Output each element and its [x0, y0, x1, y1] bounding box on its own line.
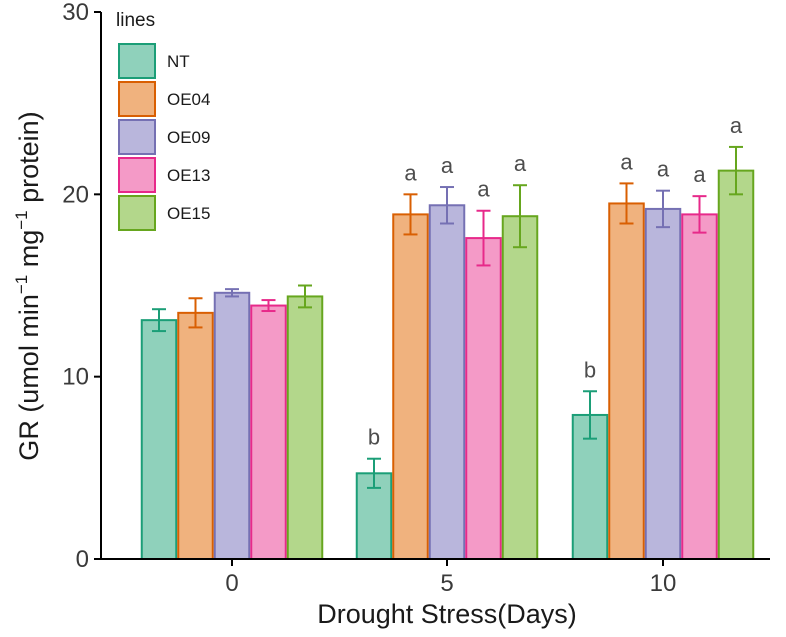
y-axis-title-mid: mg: [14, 230, 44, 275]
bar-OE09-10: [644, 207, 682, 560]
bar-OE13-5: [465, 237, 502, 561]
x-tick-label-5: 5: [440, 570, 453, 597]
y-axis-title-end: protein): [14, 111, 44, 210]
legend-label-NT: NT: [167, 52, 190, 71]
bar-OE13-10: [681, 213, 718, 560]
significance-label-OE13-5: a: [477, 177, 490, 202]
y-axis-title-main: GR (umol min: [14, 294, 44, 461]
significance-label-OE04-5: a: [404, 160, 417, 185]
legend-label-OE15: OE15: [167, 204, 210, 223]
legend-label-OE04: OE04: [167, 90, 210, 109]
legend-title: lines: [116, 10, 155, 31]
y-axis-title: GR (umol min−1 mg−1 protein): [12, 111, 44, 460]
x-tick-label-10: 10: [650, 570, 677, 597]
legend-swatch-OE09: [118, 119, 156, 155]
bar-OE04-10: [608, 202, 645, 560]
y-tick-label-10: 10: [62, 364, 89, 391]
x-tick-label-0: 0: [225, 570, 238, 597]
significance-label-OE15-10: a: [730, 113, 743, 138]
significance-label-OE04-10: a: [620, 149, 633, 174]
legend-label-OE13: OE13: [167, 166, 210, 185]
legend: lines NT OE04 OE09 OE13 OE15: [116, 10, 210, 231]
y-tick-label-20: 20: [62, 181, 89, 208]
bar-OE15-0: [286, 295, 324, 560]
legend-swatch-OE04: [118, 81, 156, 117]
y-tick-label-0: 0: [76, 546, 89, 573]
bar-OE04-0: [177, 311, 214, 560]
y-tick-label-30: 30: [62, 0, 89, 26]
legend-swatch-OE13: [118, 157, 156, 193]
significance-label-NT-5: b: [368, 425, 380, 450]
y-axis-title-sup1: −1: [12, 275, 31, 294]
legend-swatch-OE15: [118, 195, 156, 231]
bar-NT-0: [140, 319, 178, 561]
significance-label-OE13-10: a: [693, 162, 706, 187]
axes-group: 0 10 20 30 0 5 10: [62, 0, 770, 597]
bar-OE04-5: [392, 213, 429, 560]
bar-OE15-5: [501, 215, 539, 560]
significance-label-OE09-10: a: [657, 157, 670, 182]
bar-OE13-0: [250, 304, 287, 560]
significance-label-OE09-5: a: [441, 153, 454, 178]
x-axis-title: Drought Stress(Days): [317, 599, 577, 629]
significance-label-NT-10: b: [584, 357, 596, 382]
bar-OE09-0: [213, 291, 251, 560]
bar-OE09-5: [428, 204, 466, 560]
bar-OE15-10: [717, 169, 755, 560]
legend-swatch-NT: [118, 43, 156, 79]
y-axis-title-sup2: −1: [12, 210, 31, 229]
significance-label-OE15-5: a: [514, 151, 527, 176]
legend-label-OE09: OE09: [167, 128, 210, 147]
